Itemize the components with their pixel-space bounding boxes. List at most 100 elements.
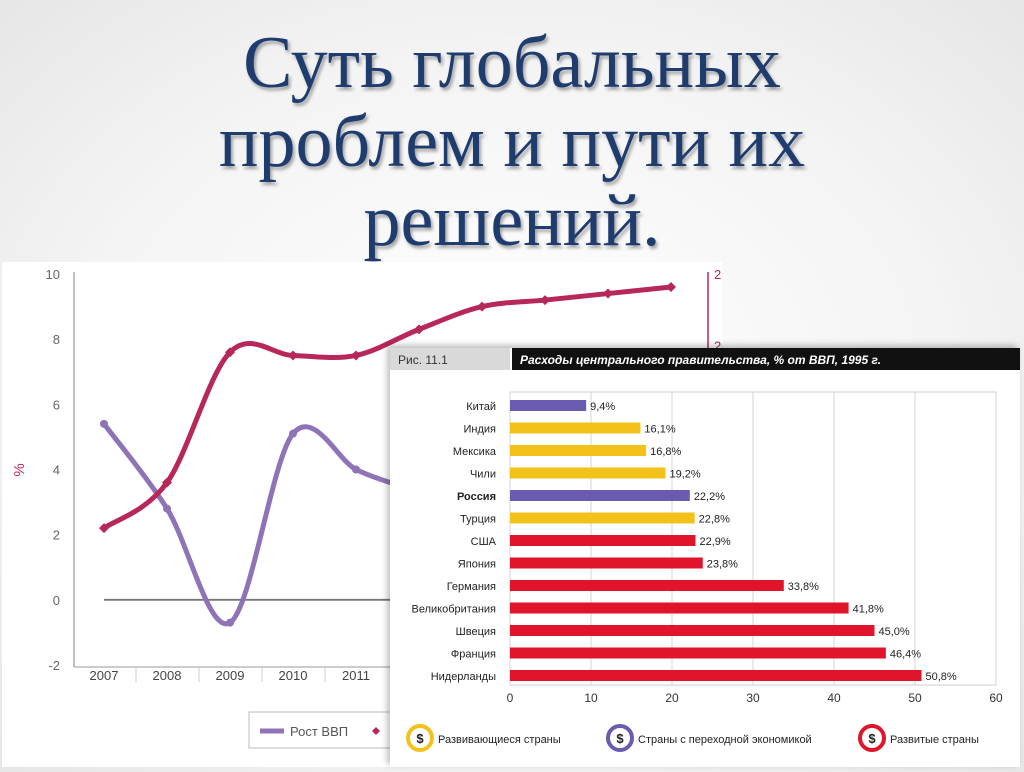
category-label: США	[471, 536, 497, 548]
category-label: Япония	[458, 559, 496, 571]
value-label: 33,8%	[788, 581, 819, 593]
bar	[510, 647, 886, 659]
x-tick-label: 2008	[153, 668, 182, 683]
x-tick-label: 0	[507, 691, 514, 705]
legend-label: Страны с переходной экономикой	[638, 734, 812, 746]
line-point	[100, 419, 108, 428]
bar	[510, 535, 696, 546]
line-point	[288, 350, 298, 361]
line-point	[414, 324, 424, 335]
category-label: Франция	[451, 649, 496, 661]
value-labels: 9,4% 16,1% 16,8% 19,2% 22,2% 22,8% 22,9% 23,8% 3…	[590, 401, 957, 683]
fig-label: Рис. 11.1	[398, 353, 448, 367]
x-tick-label: 50	[908, 691, 922, 705]
coin-bag-icon	[858, 724, 886, 752]
bar	[510, 580, 784, 591]
line-point	[351, 350, 361, 361]
chart-title-bar	[512, 348, 1020, 370]
value-label: 22,2%	[694, 491, 725, 503]
dollar-glyph: $	[868, 731, 876, 746]
category-label: Россия	[457, 491, 496, 503]
value-label: 9,4%	[590, 401, 615, 413]
y-tick-label: 0	[53, 593, 60, 608]
bar	[510, 512, 695, 524]
category-label: Турция	[460, 514, 496, 526]
category-label: Германия	[447, 581, 496, 593]
dollar-glyph: $	[616, 731, 624, 746]
category-label: Чили	[470, 469, 496, 481]
legend-label-gdp: Рост ВВП	[290, 724, 348, 739]
value-label: 46,4%	[890, 649, 921, 661]
bar	[510, 400, 587, 411]
left-y-tick-labels: 10 8 6 4 2 0 -2	[46, 267, 60, 673]
bar	[510, 445, 647, 456]
line-point	[289, 429, 297, 438]
category-label: Великобритания	[412, 604, 497, 616]
value-label: 45,0%	[879, 626, 910, 638]
value-label: 50,8%	[925, 671, 956, 683]
value-label: 16,1%	[644, 424, 675, 436]
line-point	[226, 618, 234, 627]
value-label: 23,8%	[707, 559, 738, 571]
value-label: 41,8%	[853, 604, 884, 616]
line-point	[352, 465, 360, 474]
x-tick-label: 10	[584, 691, 598, 705]
x-tick-label: 40	[827, 691, 841, 705]
chart-title: Расходы центрального правительства, % от…	[520, 353, 881, 367]
y-tick-label: 4	[53, 463, 60, 478]
bar-legend: $ Развивающиеся страны $ Страны с переходно…	[406, 724, 979, 752]
dollar-glyph: $	[416, 731, 424, 746]
fig-label-box	[390, 348, 510, 370]
bar	[510, 602, 849, 614]
bar	[510, 490, 690, 501]
coin-bag-icon	[406, 724, 434, 752]
coin-bag-icon	[606, 724, 634, 752]
gov-spending-bar-chart: Рис. 11.1 Расходы центрального правитель…	[390, 348, 1020, 752]
value-label: 22,9%	[699, 536, 730, 548]
line-point	[162, 477, 172, 488]
bar	[510, 625, 875, 636]
line-point	[540, 295, 550, 306]
category-labels: Китай Индия Мексика Чили Россия Турция США Япон…	[412, 401, 497, 683]
value-label: 22,8%	[699, 514, 730, 526]
title-line-1: Суть глобальных	[243, 22, 781, 104]
category-label: Индия	[463, 424, 496, 436]
x-tick-label: 2011	[342, 668, 370, 683]
x-tick-labels: 2007 2008 2009 2010 2011	[90, 666, 370, 683]
y-tick-label: 8	[53, 332, 60, 347]
x-tick-label: 2009	[216, 668, 245, 683]
line-point	[163, 504, 171, 513]
legend-label: Развитые страны	[890, 734, 979, 746]
category-label: Нидерланды	[431, 671, 496, 683]
gdp-growth-line	[101, 421, 403, 627]
category-label: Китай	[466, 401, 496, 413]
gov-spending-bar-chart-panel: Рис. 11.1 Расходы центрального правитель…	[390, 348, 1020, 767]
category-label: Швеция	[456, 626, 496, 638]
value-label: 19,2%	[670, 469, 701, 481]
title-line-2: проблем и пути их	[218, 101, 806, 183]
bar	[510, 422, 641, 434]
y2-tick-label: 210	[714, 267, 722, 282]
value-label: 16,8%	[650, 446, 681, 458]
right-y-tick-labels: 210200	[714, 267, 736, 354]
y-tick-label: 6	[53, 397, 60, 412]
bars	[510, 400, 922, 681]
y-axis-label: %	[11, 463, 28, 476]
x-tick-label: 30	[746, 691, 760, 705]
x-tick-label: 20	[665, 691, 679, 705]
x-tick-labels: 0 10 20 30 40 50 60	[507, 691, 1003, 705]
category-label: Мексика	[453, 446, 497, 458]
y-tick-label: 2	[53, 528, 60, 543]
bar	[510, 557, 703, 569]
title-line-3: решений.	[363, 180, 661, 262]
line-point	[603, 288, 613, 299]
line-point	[99, 523, 109, 534]
y-tick-label: 10	[46, 267, 60, 282]
legend-swatch-second	[372, 727, 380, 735]
line-legend: Рост ВВП	[248, 711, 400, 749]
x-tick-label: 2010	[279, 668, 308, 683]
slide-title: Суть глобальных проблем и пути их решени…	[0, 24, 1024, 261]
x-tick-label: 60	[989, 691, 1003, 705]
line-point	[477, 301, 487, 312]
bar	[510, 670, 922, 681]
